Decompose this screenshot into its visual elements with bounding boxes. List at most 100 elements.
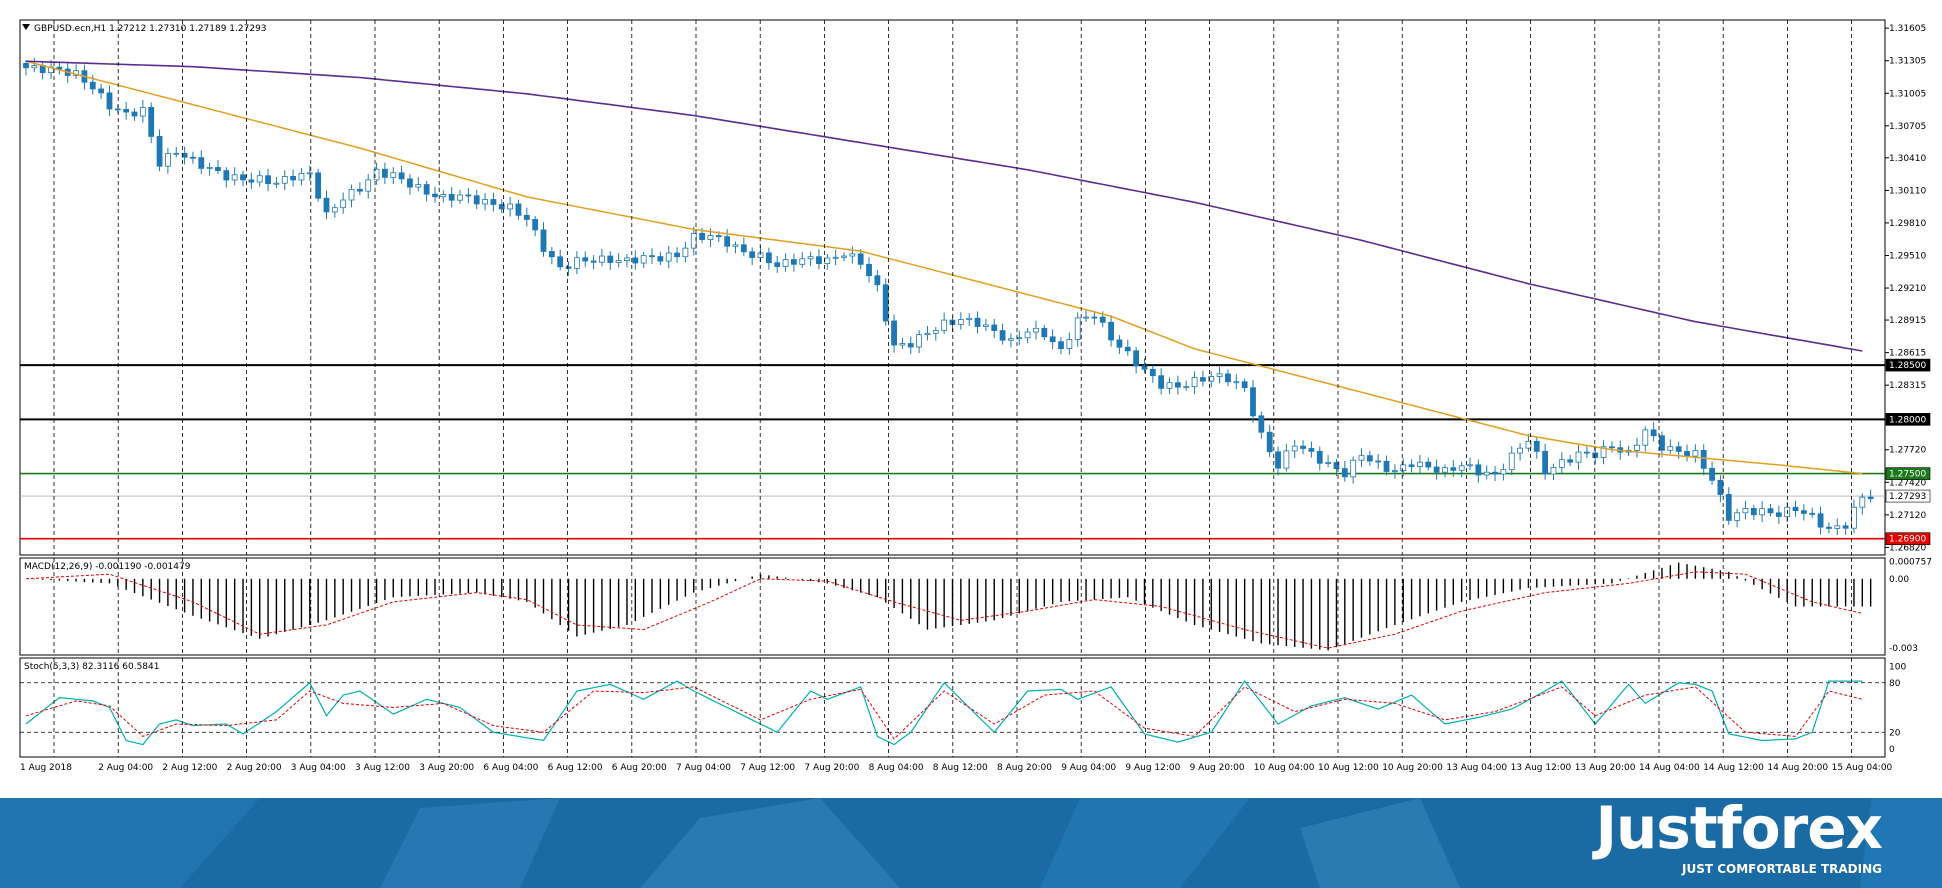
candle-body: [181, 152, 188, 158]
x-tick-label: 7 Aug 20:00: [804, 763, 859, 773]
candle-body: [306, 172, 313, 175]
candle-body: [315, 172, 322, 199]
candle-body: [331, 207, 338, 213]
candle-body: [1141, 365, 1148, 370]
candle-body: [999, 330, 1006, 341]
candle-body: [807, 256, 814, 260]
candle-body: [1108, 321, 1114, 341]
price-tick-label: 1.28615: [1889, 349, 1926, 359]
candle-body: [1016, 337, 1023, 340]
candle-body: [982, 324, 989, 327]
candle-body: [348, 188, 355, 201]
candle-body: [1158, 375, 1165, 389]
stoch-title: Stoch(5,3,3) 82.3116 60.5841: [24, 662, 159, 672]
candle-body: [1517, 447, 1523, 454]
candle-body: [473, 195, 480, 205]
candle-body: [1049, 336, 1056, 343]
x-tick-label: 3 Aug 20:00: [419, 763, 474, 773]
candle-body: [1058, 341, 1064, 349]
candle-body: [1341, 468, 1348, 478]
candle-body: [740, 244, 747, 253]
time-axis: 1 Aug 2018 2 Aug 04:00 2 Aug 12:00 2 Aug 20…: [20, 20, 1893, 773]
ma-fast-line: [25, 60, 1863, 475]
candle-body: [1391, 470, 1398, 473]
candle-body: [1074, 317, 1081, 340]
candle-body: [490, 199, 497, 205]
candle-body: [1750, 508, 1757, 516]
candle-body: [215, 167, 221, 172]
candle-body: [1375, 460, 1382, 463]
price-tick-label: 1.26820: [1889, 543, 1926, 553]
candle-body: [148, 106, 155, 137]
candle-body: [240, 174, 246, 181]
x-tick-label: 10 Aug 04:00: [1254, 763, 1315, 773]
candle-body: [624, 257, 630, 262]
candle-body: [465, 194, 472, 197]
candle-body: [1834, 525, 1841, 529]
candle-body: [1442, 467, 1448, 473]
x-tick-label: 14 Aug 04:00: [1639, 763, 1700, 773]
candle-body: [1467, 464, 1473, 467]
candle-body: [715, 235, 722, 238]
candle-body: [682, 247, 689, 258]
ma-slow-line: [25, 60, 1863, 352]
price-tick-label: 1.28915: [1889, 316, 1926, 326]
candle-body: [273, 182, 280, 185]
candle-body: [540, 229, 547, 252]
candle-body: [749, 251, 756, 258]
candle-body: [248, 179, 255, 183]
candle-body: [106, 92, 113, 110]
candle-body: [190, 156, 196, 159]
stoch-panel: 100 80 20 0: [19, 657, 1906, 758]
x-tick-label: 13 Aug 20:00: [1575, 763, 1636, 773]
candle-body: [482, 199, 488, 205]
candle-body: [1008, 338, 1014, 341]
candle-body: [1183, 386, 1190, 389]
candle-body: [548, 251, 555, 258]
price-mark-label: 1.27500: [1889, 470, 1926, 480]
candle-body: [1792, 506, 1799, 512]
candle-body: [590, 260, 597, 263]
x-tick-label: 3 Aug 12:00: [355, 763, 410, 773]
candle-body: [640, 255, 647, 264]
x-tick-label: 13 Aug 04:00: [1446, 763, 1507, 773]
macd-tick-label: 0.000757: [1889, 557, 1932, 567]
candle-body: [1684, 451, 1690, 457]
candle-body: [891, 320, 897, 346]
candle-body: [1809, 512, 1816, 515]
stoch-signal-line: [25, 686, 1863, 740]
collapse-triangle-icon[interactable]: [22, 24, 30, 30]
x-tick-label: 8 Aug 12:00: [933, 763, 988, 773]
price-tick-label: 1.31605: [1889, 24, 1926, 34]
candle-body: [1567, 459, 1574, 463]
candle-body: [56, 66, 63, 70]
candle-body: [1450, 467, 1457, 471]
candle-body: [582, 257, 589, 262]
candle-body: [1842, 525, 1849, 529]
candle-body: [1225, 373, 1231, 383]
x-tick-label: 13 Aug 12:00: [1511, 763, 1572, 773]
x-tick-label: 15 Aug 04:00: [1832, 763, 1893, 773]
candle-body: [206, 167, 213, 169]
candle-body: [1149, 368, 1156, 377]
price-tick-label: 1.29210: [1889, 284, 1926, 294]
candle-body: [882, 284, 889, 322]
price-tick-label: 1.31005: [1889, 89, 1926, 99]
candle-body: [1583, 451, 1590, 454]
candle-body: [156, 136, 163, 167]
candle-body: [432, 193, 438, 198]
candle-body: [1241, 381, 1248, 389]
candle-body: [1483, 471, 1490, 476]
candle-body: [782, 259, 789, 267]
price-tick-label: 1.28315: [1889, 381, 1926, 391]
candle-body: [1316, 450, 1323, 464]
price-tick-label: 1.27420: [1889, 478, 1926, 488]
stoch-tick-label: 20: [1889, 728, 1901, 738]
candle-body: [1366, 455, 1373, 462]
candle-body: [1325, 462, 1332, 465]
candle-body: [448, 193, 455, 201]
candle-body: [874, 275, 881, 286]
price-tick-label: 1.27720: [1889, 446, 1926, 456]
candle-body: [1174, 382, 1181, 388]
price-chart-title: GBPUSD.ecn,H1 1.27212 1.27310 1.27189 1.…: [34, 24, 267, 34]
